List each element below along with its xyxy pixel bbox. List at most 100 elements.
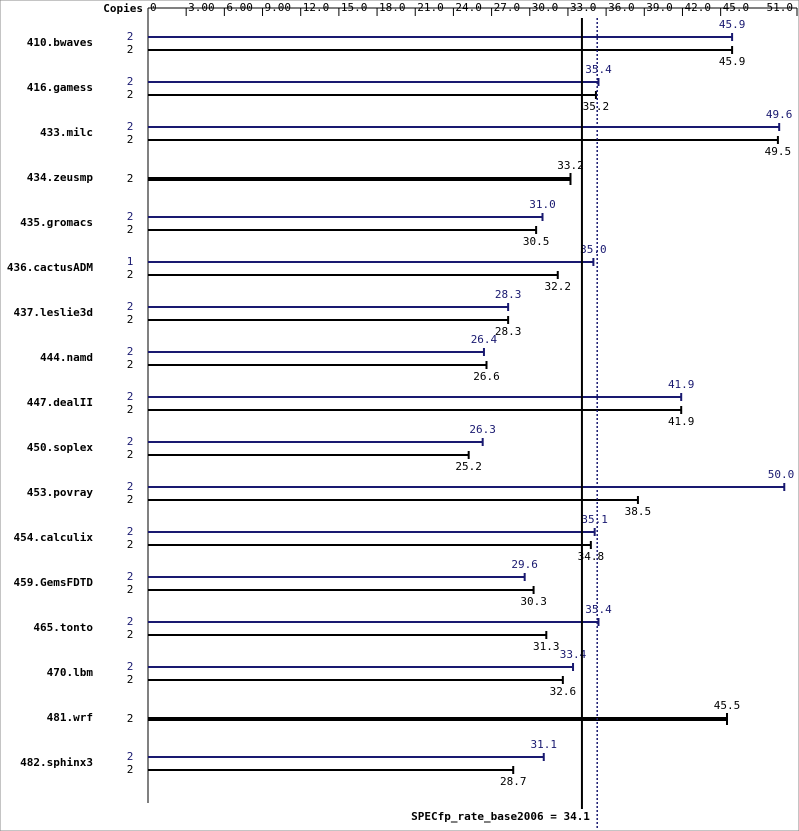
value-label: 45.5 bbox=[714, 699, 741, 712]
benchmark-name: 482.sphinx3 bbox=[20, 756, 93, 769]
value-label: 26.6 bbox=[473, 370, 500, 383]
benchmark-name: 450.soplex bbox=[27, 441, 94, 454]
value-label: 49.5 bbox=[765, 145, 792, 158]
x-tick-label: 45.0 bbox=[723, 1, 750, 14]
value-label: 29.6 bbox=[511, 558, 538, 571]
copies-label: 2 bbox=[127, 570, 134, 583]
value-label: 41.9 bbox=[668, 415, 695, 428]
benchmark-name: 433.milc bbox=[40, 126, 93, 139]
copies-label: 2 bbox=[127, 345, 134, 358]
copies-label: 2 bbox=[127, 120, 134, 133]
benchmark-name: 470.lbm bbox=[47, 666, 94, 679]
benchmark-name: 434.zeusmp bbox=[27, 171, 94, 184]
benchmark-name: 435.gromacs bbox=[20, 216, 93, 229]
benchmark-name: 410.bwaves bbox=[27, 36, 93, 49]
x-tick-label: 24.0 bbox=[455, 1, 482, 14]
value-label: 35.4 bbox=[585, 63, 612, 76]
x-tick-label: 39.0 bbox=[646, 1, 673, 14]
copies-label: 2 bbox=[127, 712, 134, 725]
copies-label: 2 bbox=[127, 435, 134, 448]
x-tick-label: 36.0 bbox=[608, 1, 635, 14]
value-label: 49.6 bbox=[766, 108, 793, 121]
value-label: 25.2 bbox=[455, 460, 482, 473]
benchmark-name: 459.GemsFDTD bbox=[14, 576, 94, 589]
benchmark-name: 465.tonto bbox=[33, 621, 93, 634]
benchmark-name: 453.povray bbox=[27, 486, 94, 499]
benchmark-name: 436.cactusADM bbox=[7, 261, 93, 274]
value-label: 33.4 bbox=[560, 648, 587, 661]
value-label: 28.3 bbox=[495, 288, 522, 301]
copies-label: 2 bbox=[127, 660, 134, 673]
copies-label: 2 bbox=[127, 210, 134, 223]
copies-label: 2 bbox=[127, 538, 134, 551]
benchmark-name: 447.dealII bbox=[27, 396, 93, 409]
benchmark-name: 437.leslie3d bbox=[14, 306, 93, 319]
value-label: 31.0 bbox=[529, 198, 556, 211]
copies-label: 2 bbox=[127, 88, 134, 101]
x-tick-label: 12.0 bbox=[303, 1, 330, 14]
benchmark-name: 444.namd bbox=[40, 351, 93, 364]
value-label: 45.9 bbox=[719, 55, 746, 68]
value-label: 35.4 bbox=[585, 603, 612, 616]
value-label: 26.3 bbox=[469, 423, 496, 436]
x-tick-label: 9.00 bbox=[265, 1, 292, 14]
x-tick-label: 6.00 bbox=[226, 1, 253, 14]
value-label: 26.4 bbox=[471, 333, 498, 346]
value-label: 28.7 bbox=[500, 775, 527, 788]
copies-label: 2 bbox=[127, 448, 134, 461]
benchmark-name: 454.calculix bbox=[14, 531, 94, 544]
value-label: 28.3 bbox=[495, 325, 522, 338]
copies-label: 1 bbox=[127, 255, 134, 268]
value-label: 35.1 bbox=[581, 513, 608, 526]
copies-label: 2 bbox=[127, 390, 134, 403]
copies-label: 2 bbox=[127, 583, 134, 596]
value-label: 35.0 bbox=[580, 243, 607, 256]
x-tick-label: 15.0 bbox=[341, 1, 368, 14]
x-tick-label: 30.0 bbox=[532, 1, 559, 14]
copies-label: 2 bbox=[127, 172, 134, 185]
copies-label: 2 bbox=[127, 628, 134, 641]
x-tick-label: 3.00 bbox=[188, 1, 215, 14]
value-label: 30.5 bbox=[523, 235, 550, 248]
copies-label: 2 bbox=[127, 615, 134, 628]
value-label: 32.2 bbox=[545, 280, 572, 293]
copies-label: 2 bbox=[127, 480, 134, 493]
copies-label: 2 bbox=[127, 133, 134, 146]
x-tick-label: 0 bbox=[150, 1, 157, 14]
copies-label: 2 bbox=[127, 30, 134, 43]
x-tick-label: 27.0 bbox=[494, 1, 521, 14]
copies-label: 2 bbox=[127, 358, 134, 371]
copies-label: 2 bbox=[127, 75, 134, 88]
value-label: 41.9 bbox=[668, 378, 695, 391]
benchmark-name: 416.gamess bbox=[27, 81, 93, 94]
copies-label: 2 bbox=[127, 313, 134, 326]
x-tick-label: 18.0 bbox=[379, 1, 406, 14]
copies-label: 2 bbox=[127, 525, 134, 538]
copies-label: 2 bbox=[127, 43, 134, 56]
value-label: 31.3 bbox=[533, 640, 560, 653]
copies-label: 2 bbox=[127, 673, 134, 686]
copies-label: 2 bbox=[127, 493, 134, 506]
value-label: 31.1 bbox=[531, 738, 558, 751]
copies-label: 2 bbox=[127, 750, 134, 763]
x-tick-label: 51.0 bbox=[767, 1, 794, 14]
copies-label: 2 bbox=[127, 268, 134, 281]
value-label: 38.5 bbox=[625, 505, 652, 518]
copies-label: 2 bbox=[127, 223, 134, 236]
x-tick-label: 21.0 bbox=[417, 1, 444, 14]
value-label: 32.6 bbox=[550, 685, 577, 698]
value-label: 30.3 bbox=[520, 595, 547, 608]
value-label: 50.0 bbox=[768, 468, 795, 481]
benchmark-name: 481.wrf bbox=[47, 711, 93, 724]
copies-label: 2 bbox=[127, 763, 134, 776]
copies-label: 2 bbox=[127, 300, 134, 313]
axis-label: Copies bbox=[103, 2, 143, 15]
value-label: 35.2 bbox=[583, 100, 610, 113]
x-tick-label: 42.0 bbox=[684, 1, 711, 14]
copies-label: 2 bbox=[127, 403, 134, 416]
x-tick-label: 33.0 bbox=[570, 1, 597, 14]
reference-label: SPECfp_rate_base2006 = 34.1 bbox=[411, 810, 590, 823]
